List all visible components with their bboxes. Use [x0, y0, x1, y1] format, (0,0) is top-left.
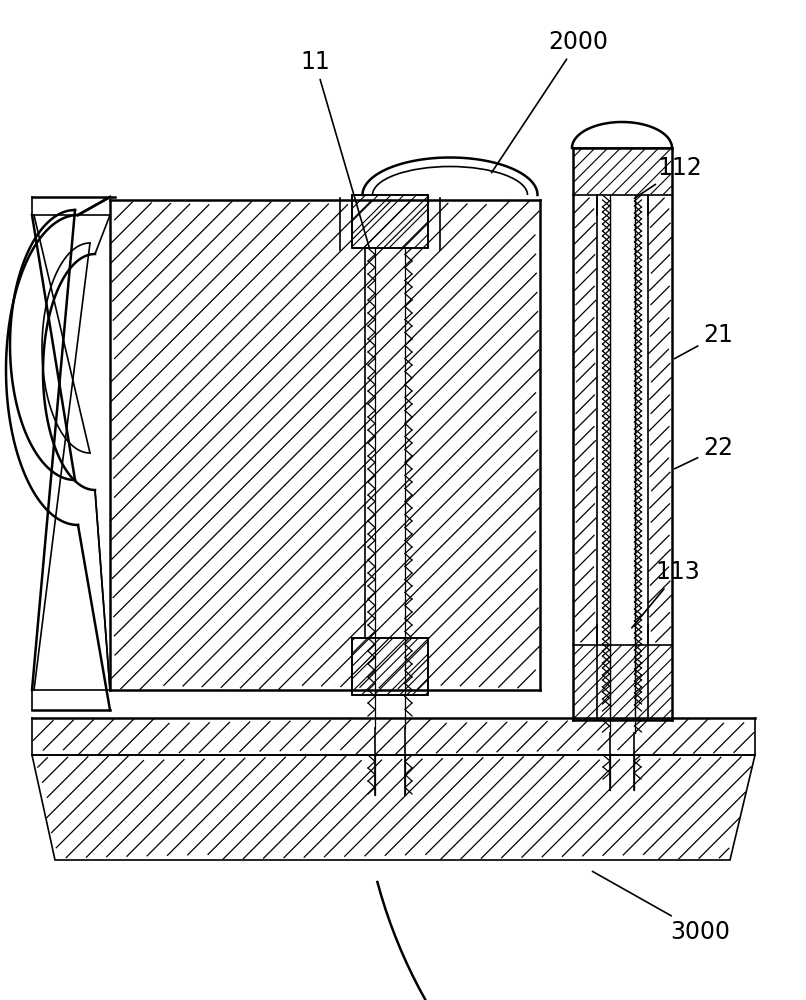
Text: 3000: 3000 [592, 871, 730, 944]
Bar [365, 248, 545, 638]
Text: 11: 11 [300, 50, 369, 247]
Bar [375, 250, 400, 635]
Text: 112: 112 [634, 156, 702, 198]
Text: 21: 21 [675, 323, 733, 359]
Text: 22: 22 [675, 436, 733, 469]
Text: 113: 113 [632, 560, 700, 628]
Bar [352, 638, 428, 695]
Text: 2000: 2000 [492, 30, 608, 173]
Bar [352, 195, 428, 248]
Bar [599, 195, 646, 720]
